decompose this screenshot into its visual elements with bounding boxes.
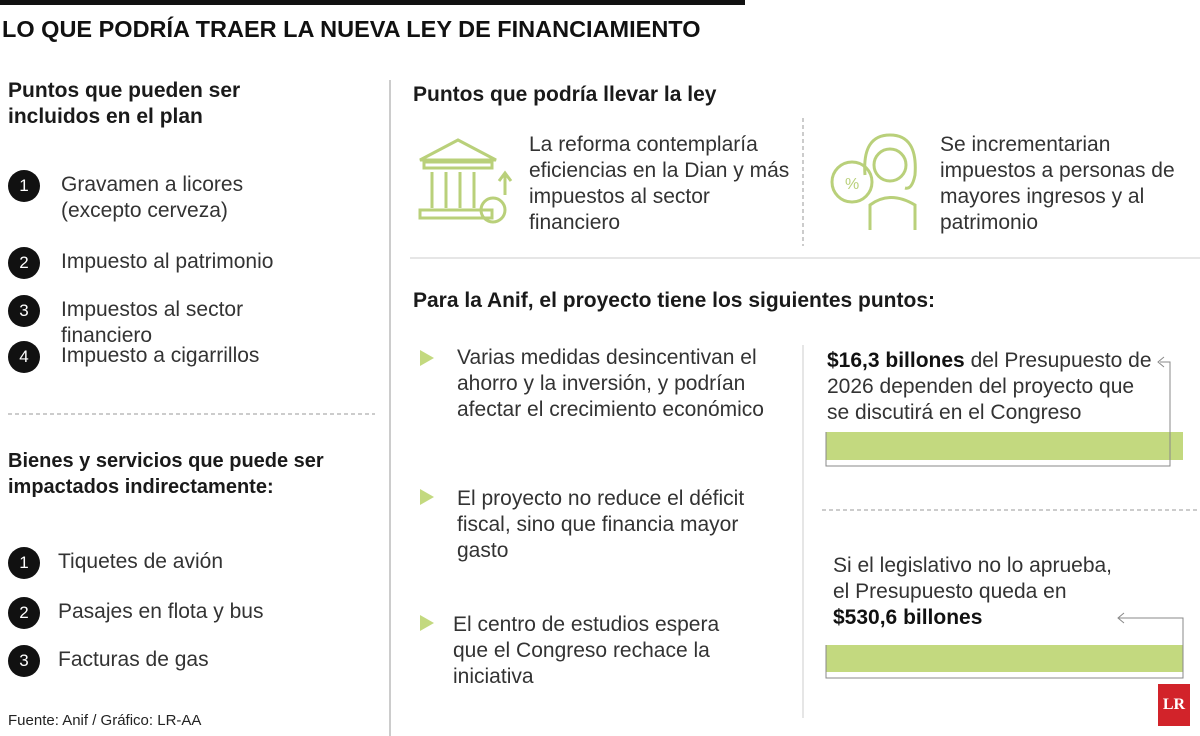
fact: Si el legislativo no lo aprueba, el Pres… — [833, 553, 1113, 631]
item-text: Impuestos al sector financiero — [61, 298, 244, 347]
law-point: Se incrementarian impuestos a personas d… — [940, 133, 1175, 234]
item-number: 3 — [8, 295, 40, 327]
plan-heading: Puntos que pueden ser incluidos en el pl… — [8, 79, 241, 128]
goods-heading: Bienes y servicios que puede ser impacta… — [8, 450, 324, 498]
title: LO QUE PODRÍA TRAER LA NUEVA LEY DE FINA… — [2, 16, 701, 42]
logo: LR — [1158, 684, 1190, 726]
svg-text:%: % — [845, 176, 859, 193]
source: Fuente: Anif / Gráfico: LR-AA — [8, 712, 202, 729]
bullet — [420, 350, 434, 366]
anif-point: El centro de estudios espera que el Cong… — [453, 613, 720, 688]
fact-bold: $16,3 billones — [827, 349, 965, 372]
law-point: La reforma contemplaría eficiencias en l… — [529, 133, 790, 234]
fact-text: del Presupuesto de 2026 dependen del pro… — [827, 349, 1152, 424]
law-heading: Puntos que podría llevar la ley — [413, 83, 717, 106]
anif-point: Varias medidas desincentivan el ahorro y… — [457, 346, 764, 421]
item-text: Impuesto a cigarrillos — [61, 344, 260, 367]
bullet — [420, 615, 434, 631]
fact-text: Si el legislativo no lo aprueba, el Pres… — [833, 554, 1113, 603]
item-text: Gravamen a licores (excepto cerveza) — [61, 173, 244, 222]
bullet — [420, 489, 434, 505]
fact: $16,3 billones del Presupuesto de 2026 d… — [827, 348, 1162, 426]
anif-point: El proyecto no reduce el déficit fiscal,… — [457, 487, 745, 562]
item-number: 4 — [8, 341, 40, 373]
item-text: Facturas de gas — [58, 648, 209, 671]
anif-heading: Para la Anif, el proyecto tiene los sigu… — [413, 289, 935, 312]
item-text: Pasajes en flota y bus — [58, 600, 264, 623]
fact-bold: $530,6 billones — [833, 606, 983, 629]
item-number: 1 — [8, 170, 40, 202]
item-text: Tiquetes de avión — [58, 550, 223, 573]
item-number: 3 — [8, 645, 40, 677]
item-number: 1 — [8, 547, 40, 579]
item-number: 2 — [8, 247, 40, 279]
item-text: Impuesto al patrimonio — [61, 250, 274, 273]
top-bar — [0, 0, 745, 5]
item-number: 2 — [8, 597, 40, 629]
